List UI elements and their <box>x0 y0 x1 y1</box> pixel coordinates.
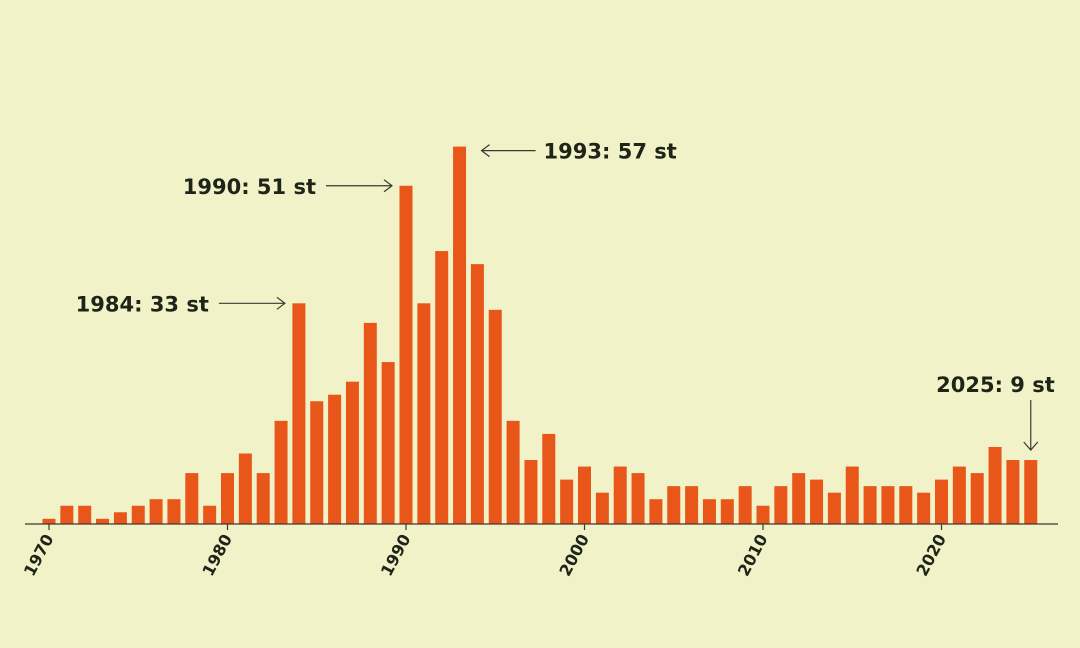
bar-1998 <box>542 433 556 524</box>
bar-1995 <box>488 309 502 524</box>
annotation-label: 1993: 57 st <box>544 140 677 164</box>
bar-2024 <box>1006 460 1020 524</box>
bar-2016 <box>863 486 877 524</box>
bars <box>42 146 1038 524</box>
bar-2002 <box>613 466 627 524</box>
tick-label-2010: 2010 <box>734 531 772 579</box>
tick-label-2020: 2020 <box>912 531 950 579</box>
bar-1989 <box>381 362 395 524</box>
bar-2005 <box>667 486 681 524</box>
bar-1981 <box>238 453 252 524</box>
bar-2010 <box>756 505 770 524</box>
bar-2006 <box>685 486 699 524</box>
tick-label-1970: 1970 <box>20 531 58 579</box>
bar-1996 <box>506 420 520 524</box>
annotation-1993: 1993: 57 st <box>480 140 677 164</box>
bar-1984 <box>292 303 306 524</box>
bar-2008 <box>720 499 734 524</box>
bar-2021 <box>952 466 966 524</box>
bar-1976 <box>149 499 163 524</box>
bar-1978 <box>185 473 199 524</box>
bar-2018 <box>899 486 913 524</box>
bar-2003 <box>631 473 645 524</box>
annotations: 1984: 33 st 1990: 51 st 1993: 57 st 2025: 9… <box>76 140 1055 451</box>
bar-2022 <box>970 473 984 524</box>
arrow-head-icon <box>1023 441 1039 451</box>
bar-1974 <box>113 512 127 524</box>
tick-label-1990: 1990 <box>377 531 415 579</box>
bar-2001 <box>595 492 609 524</box>
annotation-1984: 1984: 33 st <box>76 292 286 316</box>
bar-2015 <box>845 466 859 524</box>
bar-1977 <box>167 499 181 524</box>
tick-label-1980: 1980 <box>198 531 236 579</box>
x-axis-ticks: 1970 1980 1990 2000 2010 2020 <box>20 524 950 579</box>
bar-1999 <box>560 479 574 524</box>
bar-1992 <box>435 251 449 524</box>
bar-1975 <box>131 505 145 524</box>
bar-1997 <box>524 460 538 524</box>
bar-2000 <box>578 466 591 524</box>
bar-1980 <box>221 473 234 524</box>
bar-2007 <box>702 499 716 524</box>
bar-1991 <box>417 303 431 524</box>
bar-1985 <box>310 401 324 524</box>
annotation-label: 2025: 9 st <box>936 373 1055 397</box>
bar-1993 <box>453 146 467 524</box>
bar-1970 <box>42 518 56 524</box>
bar-2013 <box>810 479 824 524</box>
annotation-label: 1990: 51 st <box>183 175 316 199</box>
bar-1971 <box>60 505 74 524</box>
annotation-2025: 2025: 9 st <box>936 373 1055 451</box>
bar-1982 <box>256 473 270 524</box>
bar-1983 <box>274 420 288 524</box>
bar-2023 <box>988 446 1002 524</box>
bar-2009 <box>738 486 752 524</box>
bar-2020 <box>935 479 948 524</box>
bar-2019 <box>917 492 931 524</box>
bar-1988 <box>363 322 377 524</box>
annotation-1990: 1990: 51 st <box>183 175 393 199</box>
arrow-head-icon <box>276 296 286 310</box>
bar-2025 <box>1024 460 1038 524</box>
bar-1987 <box>345 381 359 524</box>
bar-1990 <box>399 185 413 524</box>
bar-2012 <box>792 473 806 524</box>
bar-1973 <box>96 518 110 524</box>
bar-2014 <box>827 492 841 524</box>
tick-label-2000: 2000 <box>555 531 593 579</box>
annotation-label: 1984: 33 st <box>76 292 209 316</box>
bar-1994 <box>470 264 484 524</box>
bar-1972 <box>78 505 92 524</box>
bar-2011 <box>774 486 788 524</box>
bar-2004 <box>649 499 663 524</box>
bar-2017 <box>881 486 895 524</box>
arrow-head-icon <box>480 144 490 158</box>
bar-1986 <box>328 394 342 524</box>
bar-1979 <box>203 505 217 524</box>
arrow-head-icon <box>383 179 393 193</box>
